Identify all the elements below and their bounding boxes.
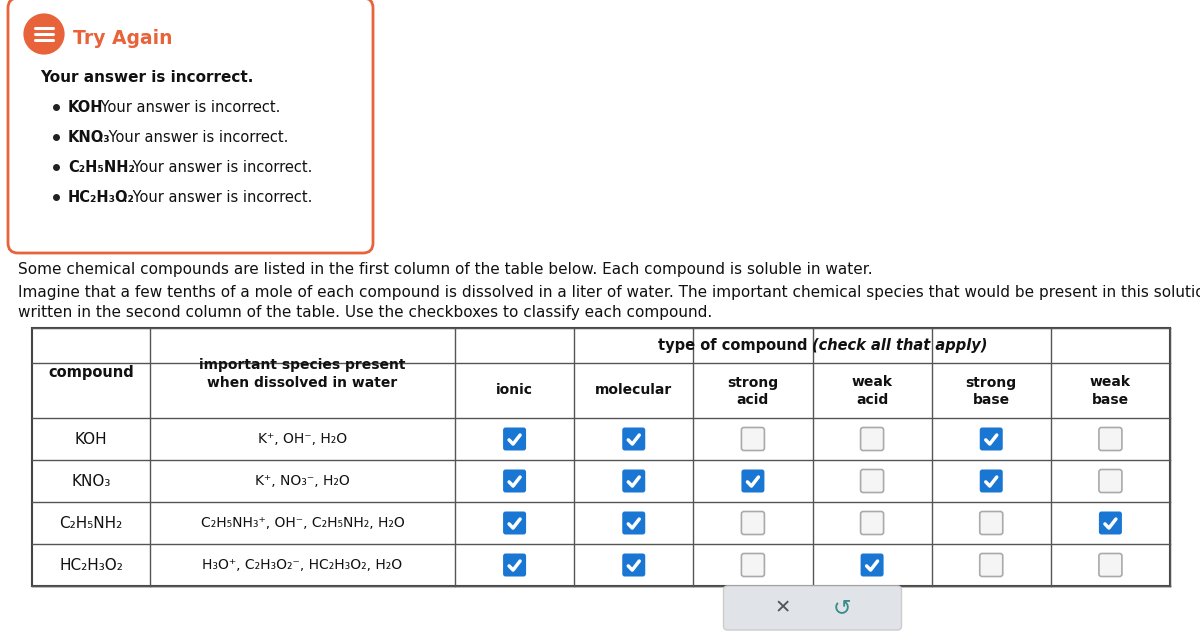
FancyBboxPatch shape [742, 427, 764, 451]
Text: : Your answer is incorrect.: : Your answer is incorrect. [122, 160, 312, 175]
Text: acid: acid [856, 394, 888, 408]
Text: weak: weak [1090, 375, 1130, 389]
FancyBboxPatch shape [1099, 512, 1122, 534]
Text: Your answer is incorrect.: Your answer is incorrect. [40, 70, 253, 85]
Text: : Your answer is incorrect.: : Your answer is incorrect. [91, 100, 281, 114]
Text: ↺: ↺ [833, 598, 852, 618]
Text: KNO₃: KNO₃ [71, 473, 110, 488]
Text: strong: strong [966, 375, 1016, 389]
FancyBboxPatch shape [860, 512, 883, 534]
Text: type of compound: type of compound [658, 338, 812, 353]
Text: KOH: KOH [74, 432, 107, 447]
Text: written in the second column of the table. Use the checkboxes to classify each c: written in the second column of the tabl… [18, 305, 713, 320]
FancyBboxPatch shape [503, 469, 526, 493]
FancyBboxPatch shape [860, 469, 883, 493]
FancyBboxPatch shape [742, 512, 764, 534]
FancyBboxPatch shape [979, 553, 1003, 577]
FancyBboxPatch shape [623, 553, 646, 577]
Bar [32, 328, 1170, 586]
FancyBboxPatch shape [860, 427, 883, 451]
FancyBboxPatch shape [503, 427, 526, 451]
Text: Some chemical compounds are listed in the first column of the table below. Each : Some chemical compounds are listed in th… [18, 262, 872, 277]
Text: C₂H₅NH₂: C₂H₅NH₂ [68, 160, 134, 175]
FancyBboxPatch shape [1099, 553, 1122, 577]
FancyBboxPatch shape [979, 427, 1003, 451]
FancyBboxPatch shape [623, 469, 646, 493]
Text: weak: weak [852, 375, 893, 389]
Circle shape [22, 12, 66, 56]
FancyBboxPatch shape [503, 553, 526, 577]
Text: strong: strong [727, 375, 779, 389]
Text: compound: compound [48, 365, 134, 380]
Text: : Your answer is incorrect.: : Your answer is incorrect. [122, 189, 312, 204]
FancyBboxPatch shape [1099, 469, 1122, 493]
Text: C₂H₅NH₃⁺, OH⁻, C₂H₅NH₂, H₂O: C₂H₅NH₃⁺, OH⁻, C₂H₅NH₂, H₂O [200, 516, 404, 530]
Text: base: base [1092, 394, 1129, 408]
Text: Imagine that a few tenths of a mole of each compound is dissolved in a liter of : Imagine that a few tenths of a mole of e… [18, 285, 1200, 300]
Text: ✕: ✕ [774, 598, 791, 618]
Text: C₂H₅NH₂: C₂H₅NH₂ [59, 516, 122, 531]
Text: : Your answer is incorrect.: : Your answer is incorrect. [100, 129, 288, 144]
FancyBboxPatch shape [860, 553, 883, 577]
FancyBboxPatch shape [724, 586, 901, 630]
Text: H₃O⁺, C₂H₃O₂⁻, HC₂H₃O₂, H₂O: H₃O⁺, C₂H₃O₂⁻, HC₂H₃O₂, H₂O [203, 558, 402, 572]
FancyBboxPatch shape [8, 0, 373, 253]
Text: base: base [973, 394, 1010, 408]
Text: ionic: ionic [496, 384, 533, 398]
Text: KNO₃: KNO₃ [68, 129, 110, 144]
Text: HC₂H₃O₂: HC₂H₃O₂ [59, 558, 122, 572]
FancyBboxPatch shape [742, 469, 764, 493]
Text: (check all that apply): (check all that apply) [812, 338, 988, 353]
Text: when dissolved in water: when dissolved in water [208, 376, 397, 390]
FancyBboxPatch shape [979, 512, 1003, 534]
Text: important species present: important species present [199, 358, 406, 372]
FancyBboxPatch shape [623, 427, 646, 451]
FancyBboxPatch shape [742, 553, 764, 577]
FancyBboxPatch shape [1099, 427, 1122, 451]
Text: Try Again: Try Again [73, 28, 173, 47]
Text: HC₂H₃O₂: HC₂H₃O₂ [68, 189, 134, 204]
FancyBboxPatch shape [979, 469, 1003, 493]
Text: KOH: KOH [68, 100, 103, 114]
Text: molecular: molecular [595, 384, 672, 398]
Text: K⁺, OH⁻, H₂O: K⁺, OH⁻, H₂O [258, 432, 347, 446]
Text: acid: acid [737, 394, 769, 408]
Text: K⁺, NO₃⁻, H₂O: K⁺, NO₃⁻, H₂O [256, 474, 350, 488]
FancyBboxPatch shape [503, 512, 526, 534]
FancyBboxPatch shape [623, 512, 646, 534]
